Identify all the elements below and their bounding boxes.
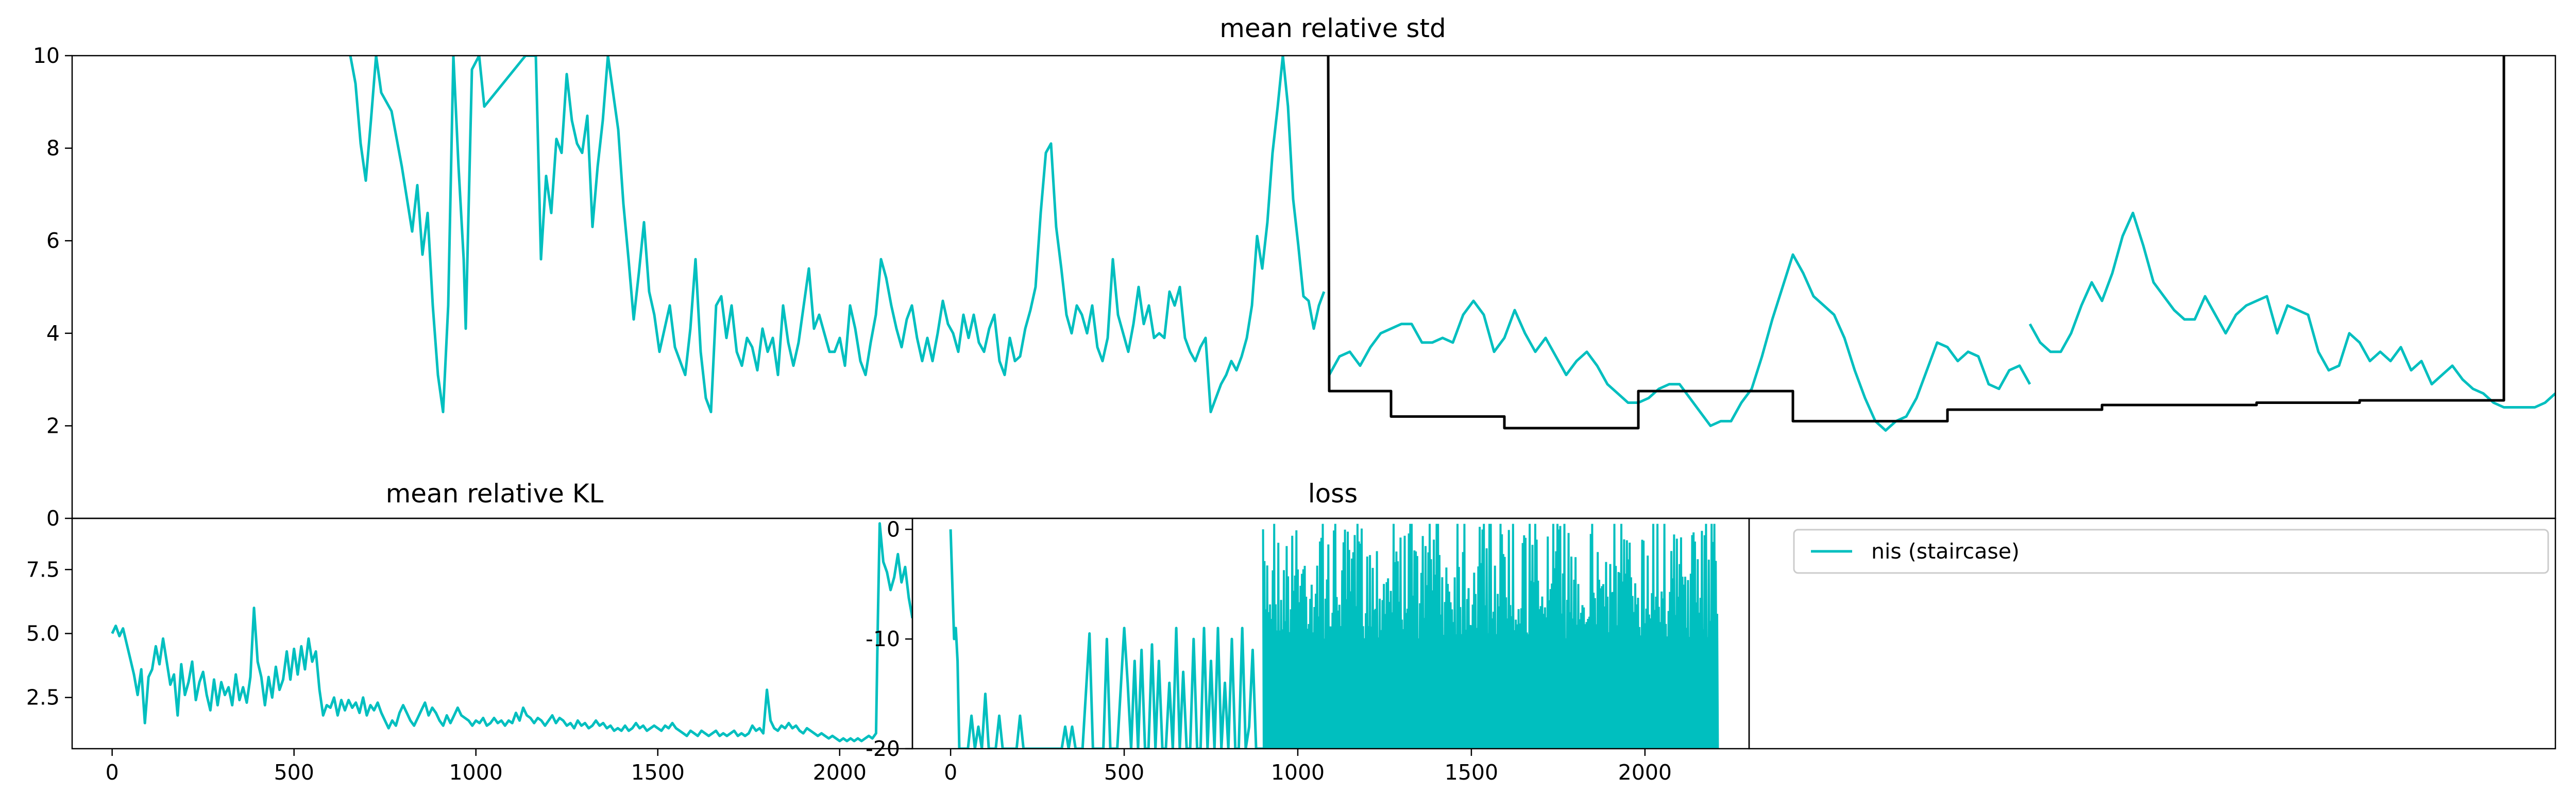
y-axis: 0 2 4 6 8 10 bbox=[33, 43, 72, 531]
x-tick-label: 1500 bbox=[1445, 760, 1498, 785]
chart-mean-relative-kl: mean relative KL 0 500 1000 1500 2000 2.5 5.0… bbox=[26, 479, 912, 785]
x-tick-label: 1000 bbox=[449, 760, 503, 785]
chart-title: loss bbox=[1308, 479, 1358, 509]
kl-series-line bbox=[111, 522, 912, 742]
plot-area bbox=[111, 522, 912, 742]
y-tick-label: 5.0 bbox=[26, 621, 60, 646]
y-tick-label: 0 bbox=[887, 517, 900, 542]
series-line-segment-1 bbox=[349, 56, 1326, 413]
x-tick-label: 0 bbox=[944, 760, 957, 785]
x-axis: 0 500 1000 1500 2000 bbox=[106, 749, 867, 785]
x-tick-label: 2000 bbox=[1618, 760, 1672, 785]
staircase-line bbox=[1327, 56, 2505, 430]
y-tick-label: 6 bbox=[46, 228, 60, 253]
y-tick-label: 10 bbox=[33, 43, 60, 68]
y-tick-label: 7.5 bbox=[26, 557, 60, 582]
x-tick-label: 0 bbox=[106, 760, 119, 785]
y-tick-label: -10 bbox=[866, 627, 900, 651]
y-tick-label: 2.5 bbox=[26, 685, 60, 710]
x-tick-label: 2000 bbox=[813, 760, 867, 785]
legend-label: nis (staircase) bbox=[1871, 539, 2020, 564]
y-tick-label: 8 bbox=[46, 136, 60, 161]
y-axis: 2.5 5.0 7.5 bbox=[26, 557, 72, 710]
chart-title: mean relative std bbox=[1219, 13, 1446, 43]
plot-area bbox=[349, 56, 2555, 432]
legend: nis (staircase) bbox=[1793, 529, 2549, 574]
series-line-segment-2 bbox=[1328, 253, 2031, 432]
x-tick-label: 500 bbox=[274, 760, 314, 785]
x-tick-label: 500 bbox=[1104, 760, 1144, 785]
plot-area bbox=[949, 524, 1719, 749]
x-tick-label: 1000 bbox=[1271, 760, 1325, 785]
x-axis: 0 500 1000 1500 2000 bbox=[944, 749, 1672, 785]
loss-dense-region bbox=[1262, 524, 1719, 749]
y-tick-label: 0 bbox=[46, 506, 60, 531]
series-line-segment-3 bbox=[2028, 211, 2555, 409]
axes-frame bbox=[1748, 517, 2556, 750]
chart-title: mean relative KL bbox=[386, 479, 604, 509]
y-tick-label: 2 bbox=[46, 413, 60, 438]
legend-panel: nis (staircase) bbox=[1748, 517, 2556, 750]
legend-box bbox=[1793, 529, 2549, 574]
y-tick-label: 4 bbox=[46, 321, 60, 346]
x-tick-label: 1500 bbox=[631, 760, 685, 785]
loss-series-line bbox=[949, 529, 1718, 749]
axes-frame bbox=[71, 517, 913, 750]
